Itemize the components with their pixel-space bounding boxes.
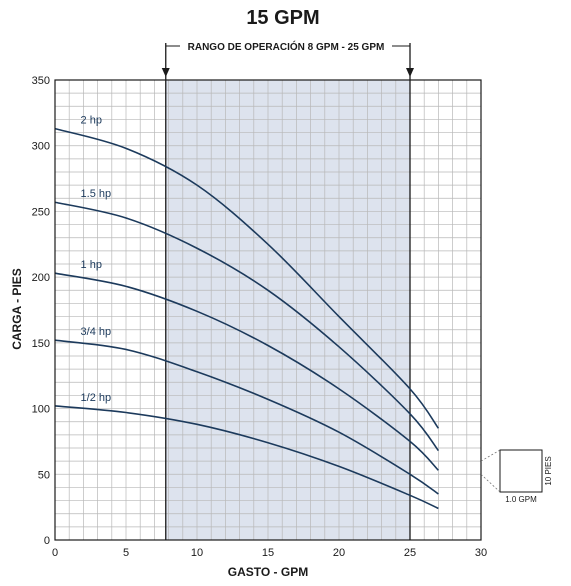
operating-range-label: RANGO DE OPERACIÓN 8 GPM - 25 GPM [188,40,385,53]
y-tick-label: 350 [32,75,50,87]
y-tick-label: 150 [32,338,50,350]
x-tick-label: 25 [404,547,416,559]
series-lines [54,127,440,510]
scale-width-label: 1.0 GPM [505,495,537,504]
y-tick-label: 250 [32,206,50,218]
y-tick-label: 100 [32,404,50,416]
series-label: 1/2 hp [81,392,112,404]
y-tick-label: 50 [38,469,50,481]
y-tick-label: 200 [32,272,50,284]
y-axis-label: CARGA - PIES [10,268,24,350]
y-tick-labels: 0 50 100 150 200 250 300 350 [32,75,50,547]
operating-range-band [165,80,410,540]
plot-frame [54,79,482,541]
x-tick-label: 20 [333,547,345,559]
chart-title: 15 GPM [246,7,319,29]
x-tick-label: 5 [123,547,129,559]
series-line [54,405,439,510]
series-label: 1.5 hp [81,188,112,200]
x-tick-label: 15 [262,547,274,559]
series-line [54,201,440,452]
series-line [54,127,440,429]
series-labels: 2 hp 1.5 hp 1 hp 3/4 hp 1/2 hp [81,115,112,404]
y-tick-label: 0 [44,535,50,547]
scale-connector-bottom [480,474,501,493]
series-label: 1 hp [81,259,102,271]
series-label: 2 hp [81,115,102,127]
x-tick-label: 30 [475,547,487,559]
range-start-arrow [161,68,170,77]
x-tick-labels: 0 5 10 15 20 25 30 [52,547,487,559]
series-label: 3/4 hp [81,326,112,338]
x-tick-label: 10 [191,547,203,559]
range-end-arrow [406,68,414,77]
series-line [54,339,439,495]
x-axis-label: GASTO - GPM [228,565,308,579]
series-line [54,272,439,471]
scale-box: 1.0 GPM 10 PIES [480,449,553,504]
scale-rect [499,449,543,493]
operating-range-marker [161,43,414,540]
y-tick-label: 300 [32,141,50,153]
x-tick-label: 0 [52,547,58,559]
scale-connector-top [480,449,501,462]
grid [55,80,481,540]
scale-height-label: 10 PIES [544,456,553,485]
